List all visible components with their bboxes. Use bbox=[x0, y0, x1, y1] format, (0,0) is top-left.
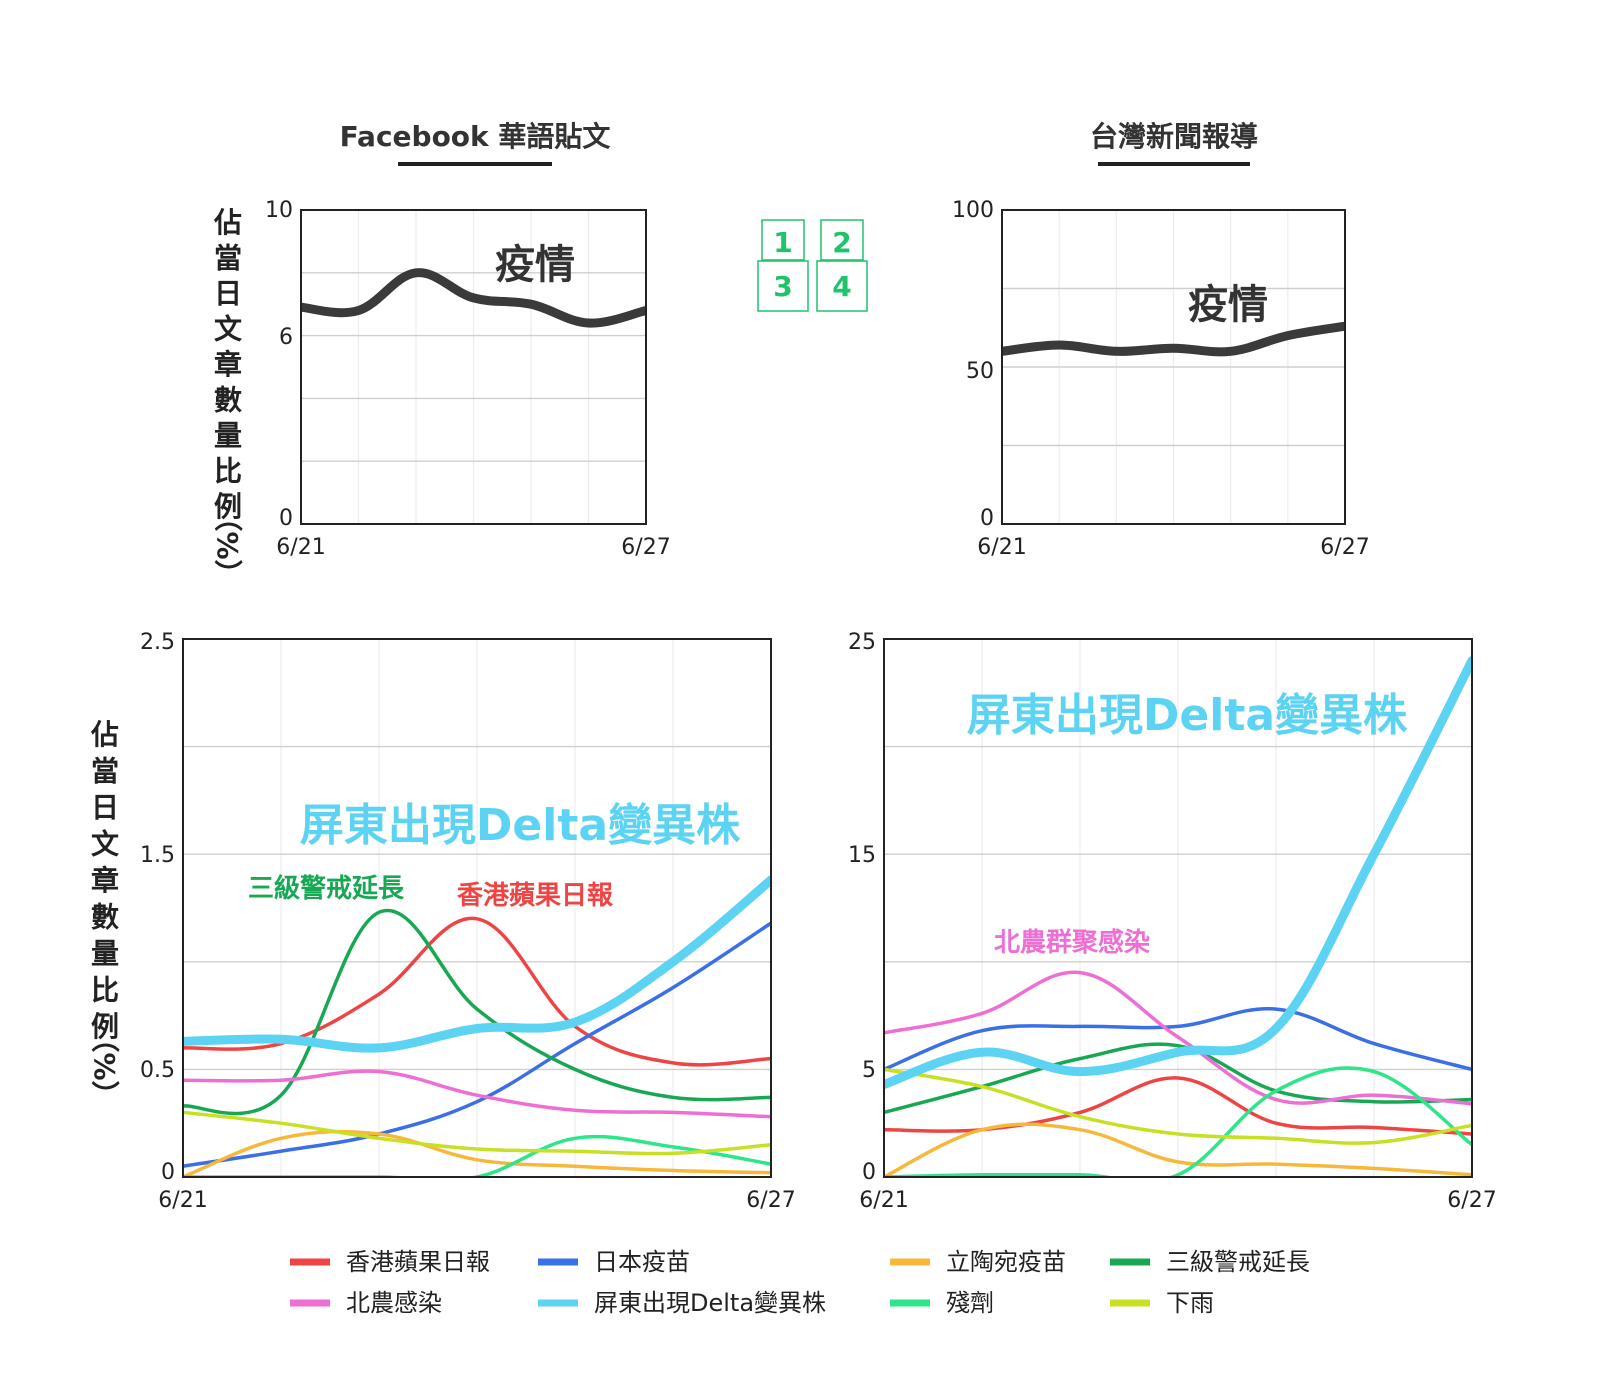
series-line bbox=[884, 656, 1472, 1089]
series-group bbox=[183, 875, 771, 1177]
x-tick-label: 6/21 bbox=[276, 535, 325, 560]
x-tick-label: 6/21 bbox=[977, 535, 1026, 560]
legend-label: 三級警戒延長 bbox=[1166, 1248, 1310, 1276]
legend-label: 香港蘋果日報 bbox=[346, 1248, 490, 1276]
x-tick-label: 6/27 bbox=[1447, 1188, 1496, 1213]
series-line bbox=[183, 1110, 771, 1156]
y-tick-label: 6 bbox=[279, 325, 293, 350]
y-tick-label: 0 bbox=[161, 1160, 175, 1185]
legend-label: 立陶宛疫苗 bbox=[946, 1248, 1066, 1276]
panel-index-grid: 1 2 3 4 bbox=[757, 219, 868, 312]
series-line bbox=[183, 875, 771, 1053]
y-axis-label-unit: （%） bbox=[211, 503, 244, 587]
legend-label: 下雨 bbox=[1166, 1289, 1214, 1317]
plot-frame bbox=[300, 209, 647, 525]
legend-label: 殘劑 bbox=[946, 1289, 994, 1317]
series-line bbox=[301, 268, 646, 328]
panel-index-3: 3 bbox=[773, 270, 792, 303]
panel-index-box-3 bbox=[757, 260, 809, 312]
panel-index-box-1 bbox=[761, 219, 805, 261]
panel-index-2: 2 bbox=[832, 226, 851, 259]
y-tick-label: 0 bbox=[980, 506, 994, 531]
y-tick-label: 10 bbox=[265, 198, 293, 223]
y-axis-label-char: 比 bbox=[214, 455, 242, 488]
x-tick-label: 6/27 bbox=[746, 1188, 795, 1213]
y-tick-label: 0.5 bbox=[140, 1058, 175, 1083]
panel-index-1: 1 bbox=[773, 226, 792, 259]
series-line bbox=[183, 908, 771, 1116]
y-axis-label-char: 比 bbox=[91, 974, 119, 1007]
series-line bbox=[1002, 321, 1345, 357]
chart-annotation: 三級警戒延長 bbox=[248, 873, 405, 904]
y-axis-label-char: 當 bbox=[91, 755, 119, 788]
series-line bbox=[183, 921, 771, 1168]
series-line bbox=[183, 1069, 771, 1119]
y-axis-label-char: 文 bbox=[91, 828, 119, 861]
series-line bbox=[884, 1066, 1472, 1177]
y-axis-label-char: 日 bbox=[214, 277, 242, 310]
y-axis-label-char: 佔 bbox=[90, 718, 119, 751]
series-group bbox=[884, 656, 1472, 1177]
panel-index-box-2 bbox=[820, 219, 864, 261]
y-axis-label-char: 章 bbox=[214, 348, 242, 381]
chart-annotation: 北農群聚感染 bbox=[994, 928, 1150, 958]
y-axis-label-char: 例 bbox=[91, 1010, 119, 1043]
plot-frame bbox=[883, 638, 1473, 1178]
y-axis-label-char: 量 bbox=[91, 937, 119, 970]
series-group bbox=[1002, 321, 1345, 357]
y-tick-label: 2.5 bbox=[140, 630, 175, 655]
y-axis-label-unit: （%） bbox=[88, 1024, 121, 1108]
y-axis-label-char: 數 bbox=[91, 901, 119, 934]
x-tick-label: 6/27 bbox=[1320, 535, 1369, 560]
chart-annotation: 疫情 bbox=[1188, 282, 1268, 328]
y-axis-label-char: 佔 bbox=[213, 206, 242, 239]
panel-index-4: 4 bbox=[832, 270, 851, 303]
legend-label: 北農感染 bbox=[346, 1289, 442, 1317]
y-tick-label: 100 bbox=[952, 198, 994, 223]
plot-frame bbox=[1001, 209, 1346, 525]
y-tick-label: 50 bbox=[966, 359, 994, 384]
series-line bbox=[183, 1129, 771, 1177]
legend-label: 日本疫苗 bbox=[594, 1248, 690, 1276]
y-axis-label-char: 數 bbox=[214, 384, 242, 417]
y-tick-label: 1.5 bbox=[140, 843, 175, 868]
chart-annotation: 屏東出現Delta變異株 bbox=[300, 800, 741, 851]
chart-annotation: 香港蘋果日報 bbox=[457, 881, 614, 911]
y-axis-label-char: 量 bbox=[214, 419, 242, 452]
x-tick-label: 6/27 bbox=[621, 535, 670, 560]
chart-annotation: 屏東出現Delta變異株 bbox=[967, 690, 1408, 741]
x-tick-label: 6/21 bbox=[158, 1188, 207, 1213]
plot-frame bbox=[182, 638, 772, 1178]
y-tick-label: 0 bbox=[862, 1160, 876, 1185]
title-right: 台灣新聞報導 bbox=[1090, 120, 1258, 153]
y-tick-label: 15 bbox=[848, 843, 876, 868]
panel-index-box-4 bbox=[816, 260, 868, 312]
series-line bbox=[884, 1067, 1472, 1145]
y-axis-label-char: 例 bbox=[214, 490, 242, 523]
series-line bbox=[884, 1122, 1472, 1177]
y-axis-label-char: 文 bbox=[214, 313, 242, 346]
chart-news-pandemic: 0 50 100 6/21 6/27 疫情 bbox=[952, 198, 1370, 560]
chart-fb-pandemic: 0 6 10 6/21 6/27 疫情 bbox=[265, 198, 671, 560]
title-left: Facebook 華語貼文 bbox=[340, 120, 611, 153]
chart-annotation: 疫情 bbox=[495, 242, 575, 288]
series-line bbox=[884, 970, 1472, 1106]
y-axis-label-char: 章 bbox=[91, 864, 119, 897]
series-group bbox=[301, 268, 646, 328]
y-axis-label-char: 當 bbox=[214, 242, 242, 275]
series-line bbox=[884, 1006, 1472, 1072]
y-tick-label: 0 bbox=[279, 506, 293, 531]
y-tick-label: 25 bbox=[848, 630, 876, 655]
x-tick-label: 6/21 bbox=[859, 1188, 908, 1213]
legend-label: 屏東出現Delta變異株 bbox=[594, 1289, 826, 1317]
y-tick-label: 5 bbox=[862, 1058, 876, 1083]
y-axis-label-char: 日 bbox=[91, 791, 119, 824]
